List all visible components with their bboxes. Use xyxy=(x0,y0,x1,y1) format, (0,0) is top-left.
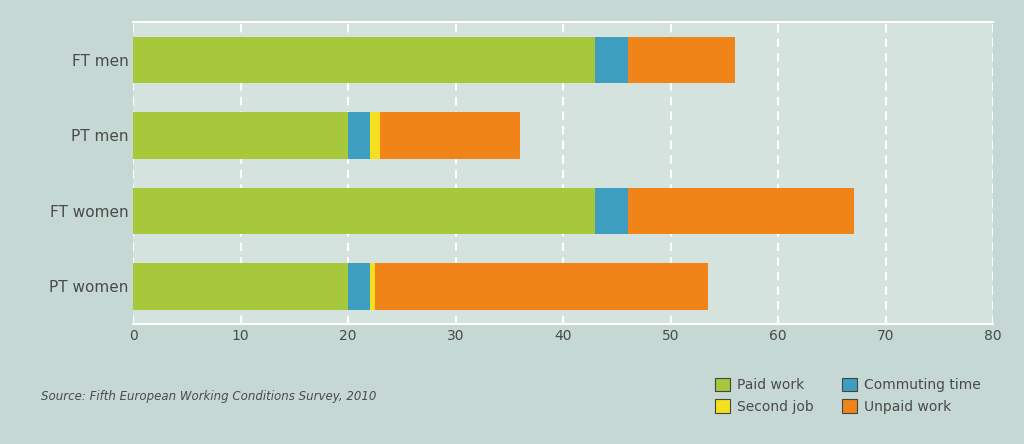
Bar xyxy=(133,263,348,310)
Text: Source: Fifth European Working Conditions Survey, 2010: Source: Fifth European Working Condition… xyxy=(41,389,377,403)
Bar xyxy=(133,187,596,234)
Bar xyxy=(381,112,520,159)
Bar xyxy=(596,36,628,83)
Bar xyxy=(370,263,375,310)
Legend: Paid work, Second job, Commuting time, Unpaid work: Paid work, Second job, Commuting time, U… xyxy=(710,373,986,419)
Bar xyxy=(348,112,370,159)
Bar xyxy=(348,263,370,310)
Bar xyxy=(133,36,596,83)
Bar xyxy=(628,187,854,234)
Bar xyxy=(133,112,348,159)
Bar xyxy=(628,36,735,83)
Bar xyxy=(375,263,709,310)
Bar xyxy=(370,112,381,159)
Bar xyxy=(596,187,628,234)
